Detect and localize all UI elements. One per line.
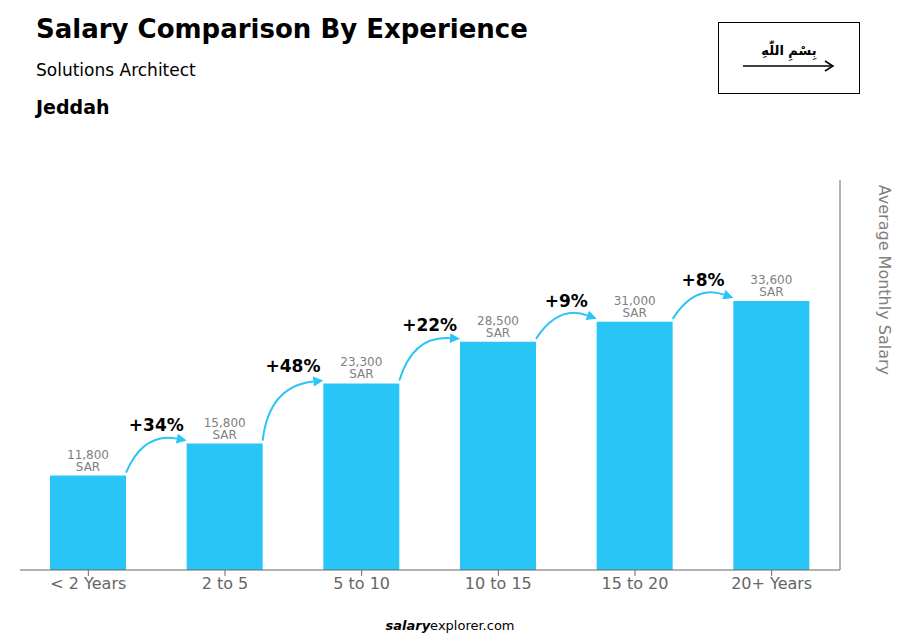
svg-text:+22%: +22% [402, 315, 457, 335]
svg-text:28,500SAR: 28,500SAR [477, 314, 519, 340]
svg-text:Average Monthly Salary: Average Monthly Salary [875, 185, 892, 375]
svg-text:+34%: +34% [129, 415, 184, 435]
svg-text:+8%: +8% [681, 270, 724, 290]
svg-text:31,000SAR: 31,000SAR [614, 294, 656, 320]
svg-text:11,800SAR: 11,800SAR [67, 448, 109, 474]
html-text:salary explorer.com: salary explorer.com [385, 618, 515, 633]
html-text:Jeddah: Jeddah [36, 96, 110, 118]
svg-text:< 2 Years: < 2 Years [50, 574, 126, 593]
svg-text:33,600SAR: 33,600SAR [750, 273, 792, 299]
html-text:Salary Comparison By Experienc: Salary Comparison By Experience [36, 14, 528, 44]
svg-text:5 to 10: 5 to 10 [333, 574, 390, 593]
html-text:Solutions Architect: Solutions Architect [36, 60, 196, 80]
svg-text:+9%: +9% [545, 291, 588, 311]
svg-text:2 to 5: 2 to 5 [202, 574, 249, 593]
html-text:بِسْمِ اللّٰهِ: بِسْمِ اللّٰهِ [761, 42, 817, 58]
svg-text:+48%: +48% [266, 356, 321, 376]
svg-text:15,800SAR: 15,800SAR [204, 416, 246, 442]
svg-text:10 to 15: 10 to 15 [465, 574, 532, 593]
svg-text:20+ Years: 20+ Years [731, 574, 812, 593]
svg-text:23,300SAR: 23,300SAR [340, 355, 382, 381]
svg-text:15 to 20: 15 to 20 [602, 574, 669, 593]
